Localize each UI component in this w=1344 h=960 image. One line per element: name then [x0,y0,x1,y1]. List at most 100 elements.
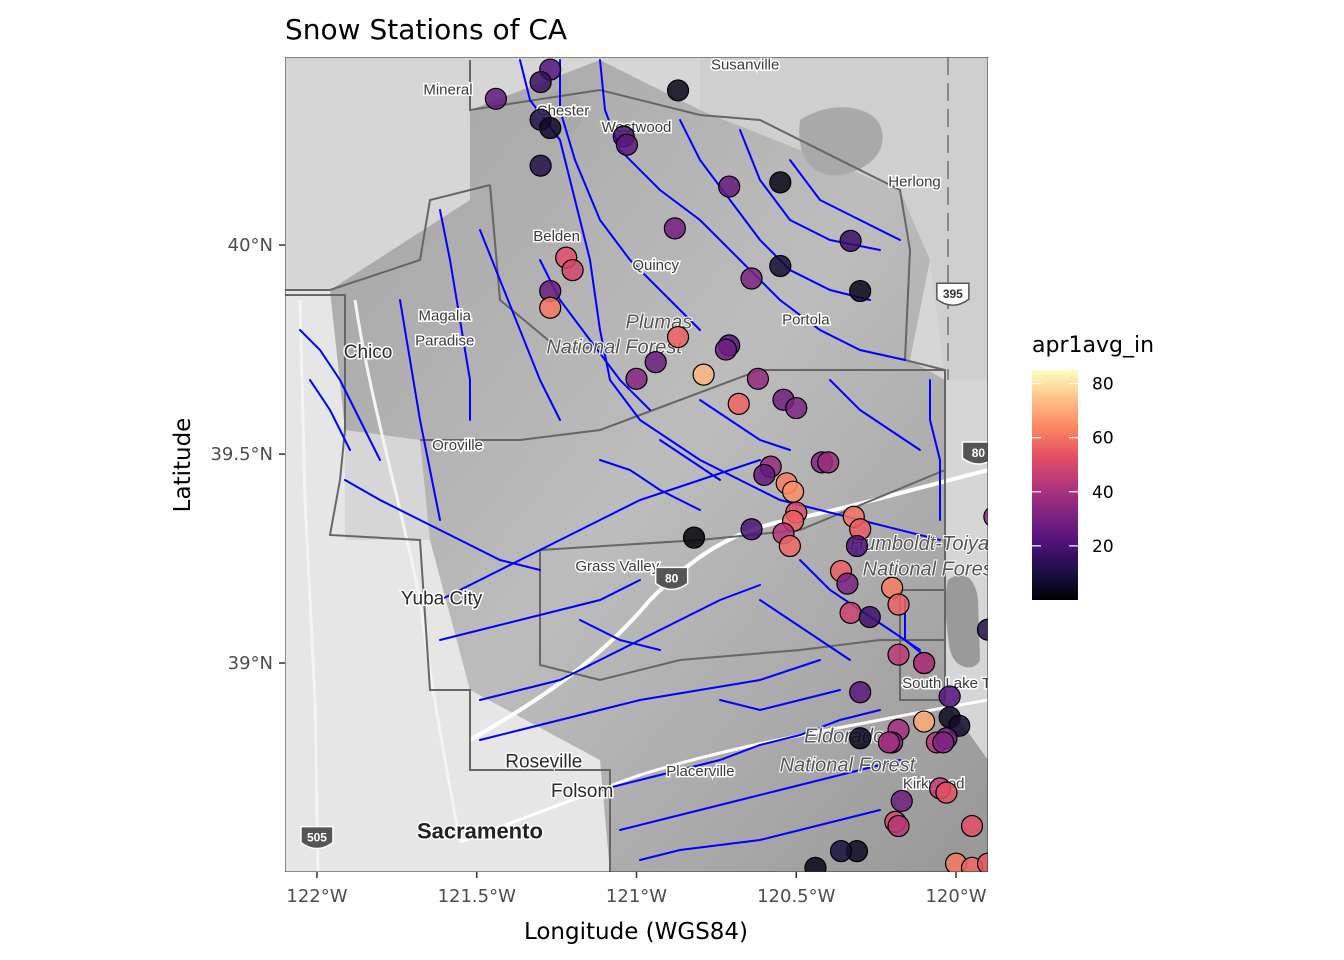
svg-text:395: 395 [943,287,963,301]
place-label: Belden [533,228,580,245]
station-point [529,154,552,177]
station-point [529,70,552,94]
y-axis: 39°N 39.5°N 40°N [210,235,285,674]
place-label: Paradise [415,332,474,349]
watershed-boundaries [285,60,946,872]
station-point [976,618,988,641]
x-axis: 122°W 121.5°W 121°W 120.5°W 120°W [286,872,987,907]
x-tick-label: 121.5°W [438,886,517,907]
station-point [615,133,639,156]
x-tick-label: 121°W [606,886,667,907]
sierra-relief-area [330,60,988,872]
station-point [753,463,776,487]
highway-50 [459,698,988,844]
highway-99 [353,299,462,843]
place-label: South Lake Tahoe [902,675,1023,692]
station-point [858,605,881,629]
station-point [484,87,507,110]
legend-tick-label: 80 [1092,375,1114,395]
y-tick-label: 39°N [228,653,273,674]
eastern-basin-area [700,57,988,380]
legend-tick-label: 40 [1092,483,1114,503]
forest-label: National Forest [780,755,917,777]
y-tick-label: 39.5°N [210,444,273,465]
highway-shields: 395 80 505 80 [300,282,988,850]
place-label: Quincy [632,257,679,274]
legend-colorbar [1032,370,1078,600]
highway-shield-icon: 80 [961,441,988,465]
x-axis-title: Longitude (WGS84) [524,919,748,945]
x-tick-label: 122°W [286,886,347,907]
station-point [769,171,792,194]
station-point [877,731,901,754]
place-label: Herlong [888,174,941,191]
station-point [740,518,763,541]
place-label: Yuba City [401,589,483,610]
forest-label: National Forest [863,558,1000,580]
station-point [887,643,910,666]
station-point [561,259,584,282]
lake-tahoe [945,575,980,668]
station-point [663,217,686,240]
forest-label: Humboldt-Toiyabe [850,533,1012,555]
station-point [666,325,690,349]
place-label: Roseville [505,752,582,773]
station-point [746,367,770,390]
station-point [890,789,913,813]
station-point [912,651,936,675]
station-point [976,852,988,872]
y-tick-label: 40°N [228,235,273,256]
place-labels: SusanvilleMineralChesterWestwoodHerlongB… [342,57,1023,845]
place-label: Mineral [423,82,472,99]
station-point [983,507,988,526]
place-label: Susanville [711,57,779,74]
station-point [829,840,853,863]
x-tick-label: 120°W [925,886,986,907]
station-point [740,267,763,290]
legend-ticks: 80 60 40 20 [1032,375,1114,557]
station-point [849,279,872,303]
station-point [932,731,955,754]
station-point [539,116,562,140]
station-point [714,338,738,361]
station-point [845,534,869,558]
station-point [692,363,715,386]
svg-text:80: 80 [665,571,679,585]
station-point [938,685,961,708]
station-point [839,601,862,624]
station-point [785,396,808,420]
station-point [836,572,859,595]
station-point [778,534,801,558]
station-point [960,814,984,838]
station-point [781,480,805,503]
station-point [718,175,741,198]
place-label: Sacramento [417,819,543,844]
highway-shield-icon: 395 [936,282,970,306]
highway-shield-icon: 80 [654,566,689,591]
place-label: Grass Valley [575,558,659,575]
station-points [484,58,988,872]
legend-tick-label: 20 [1092,537,1114,557]
station-point [849,681,872,704]
station-point [887,814,910,838]
highway-shield-icon: 505 [300,825,334,850]
station-point [727,392,750,415]
place-label: Placerville [666,763,734,780]
station-point [644,351,667,374]
color-legend: apr1avg_in 80 60 40 20 [1032,333,1154,600]
station-point [682,526,706,549]
chart-title: Snow Stations of CA [285,13,567,46]
place-label: Magalia [419,307,472,324]
legend-tick-label: 60 [1092,429,1114,449]
map-panel: SusanvilleMineralChesterWestwoodHerlongB… [285,57,1023,872]
station-point [887,593,910,616]
highway-5 [298,299,320,872]
place-label: Oroville [432,437,483,454]
station-point [625,367,648,390]
station-point [912,710,936,733]
station-point [839,229,862,252]
legend-title: apr1avg_in [1032,333,1154,358]
svg-text:80: 80 [972,446,986,460]
y-axis-title: Latitude [170,418,196,513]
